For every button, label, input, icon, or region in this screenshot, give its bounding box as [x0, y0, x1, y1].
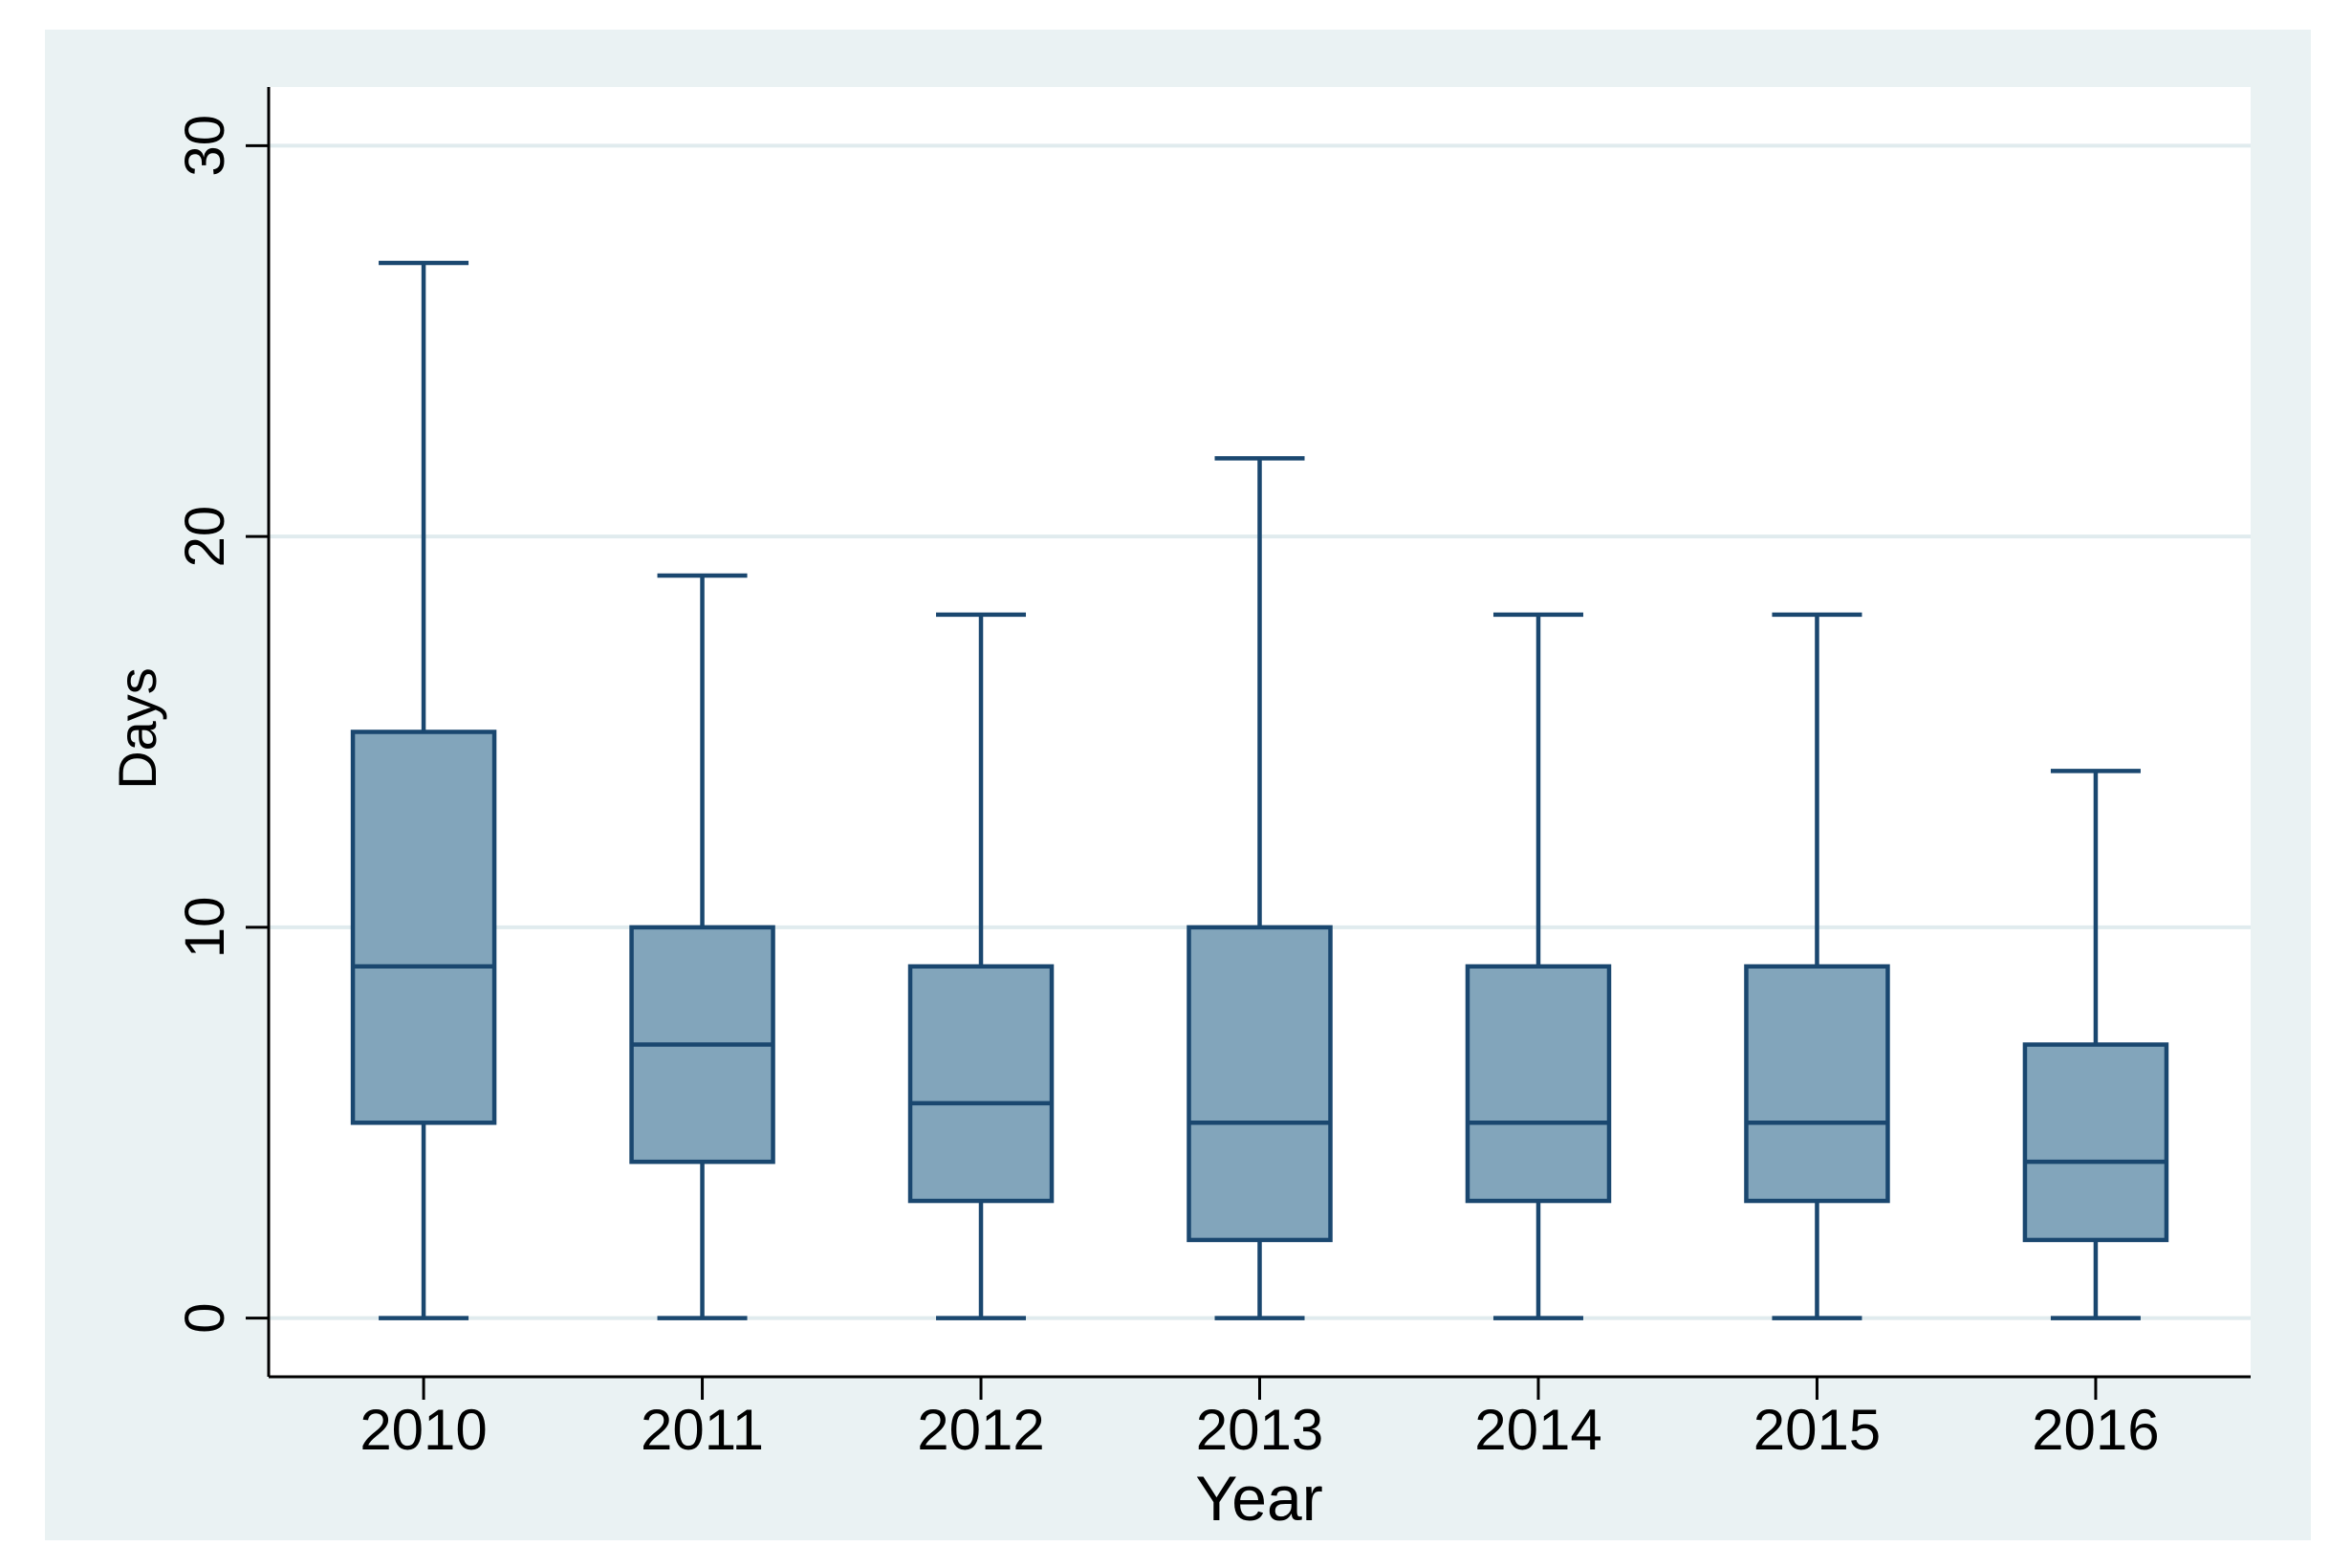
x-tick-label-2012: 2012 [917, 1398, 1044, 1462]
x-tick-label-2014: 2014 [1474, 1398, 1601, 1462]
box-plot-2012 [907, 612, 1055, 1320]
y-tick-label-10: 10 [174, 897, 236, 959]
box-plot-2011 [629, 573, 775, 1320]
box-2013 [1187, 925, 1333, 1243]
y-axis-ticks: 0 10 20 30 [174, 115, 269, 1334]
y-tick-label-30: 30 [174, 115, 236, 177]
box-2010 [350, 730, 497, 1125]
x-tick-label-2016: 2016 [2032, 1398, 2159, 1462]
y-tick-label-0: 0 [174, 1303, 236, 1334]
x-tick-label-2010: 2010 [359, 1398, 487, 1462]
box-plot-2014 [1465, 612, 1612, 1320]
x-axis-ticks: 2010 2011 2012 2013 2014 2015 2016 [359, 1377, 2160, 1462]
box-2012 [907, 964, 1055, 1204]
x-tick-label-2015: 2015 [1753, 1398, 1881, 1462]
box-plot-2015 [1744, 612, 1890, 1320]
x-tick-label-2013: 2013 [1196, 1398, 1323, 1462]
x-tick-label-2011: 2011 [641, 1398, 764, 1462]
box-plot-2013 [1187, 456, 1333, 1320]
x-axis-title: Year [1195, 1463, 1322, 1534]
box-2016 [2022, 1042, 2169, 1243]
box-plot-2016 [2022, 769, 2169, 1320]
box-plot-2010 [350, 260, 497, 1320]
box-2015 [1744, 964, 1890, 1204]
y-axis-title: Days [107, 667, 167, 790]
boxes [350, 260, 2169, 1320]
y-tick-label-20: 20 [174, 506, 236, 568]
box-2014 [1465, 964, 1612, 1204]
